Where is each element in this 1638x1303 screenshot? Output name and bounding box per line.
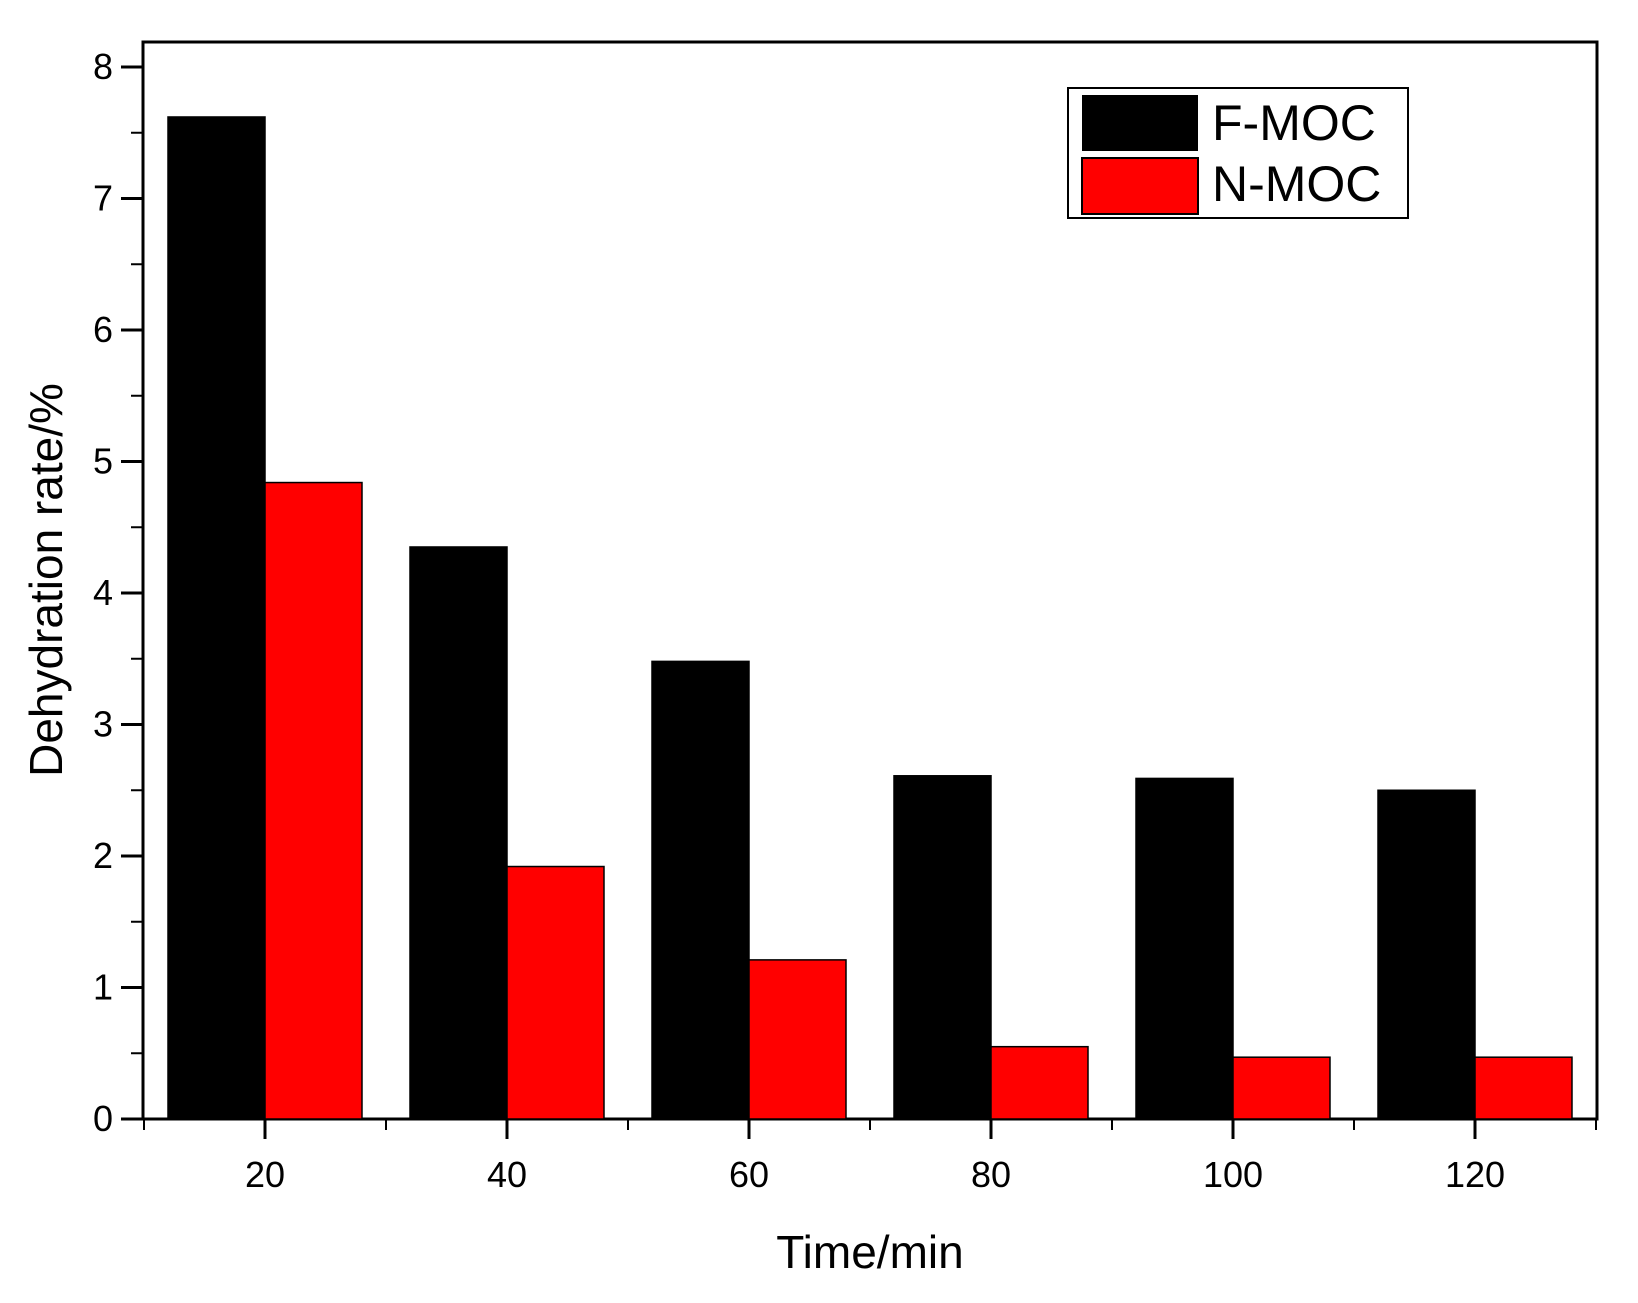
- legend: F-MOC N-MOC: [1067, 87, 1409, 219]
- bar-n-moc-40: [506, 865, 605, 1120]
- bar-n-moc-60: [748, 959, 847, 1120]
- x-tick-label: 60: [729, 1154, 769, 1195]
- y-tick-label: 6: [93, 309, 113, 350]
- y-tick-label: 3: [93, 704, 113, 745]
- bar-n-moc-20: [264, 481, 363, 1120]
- y-tick-label: 7: [93, 178, 113, 219]
- x-tick-label: 40: [487, 1154, 527, 1195]
- bar-n-moc-100: [1232, 1056, 1331, 1120]
- bar-f-moc-80: [893, 775, 992, 1120]
- x-tick-label: 120: [1445, 1154, 1505, 1195]
- x-axis: 20 40 60 80 100 120: [143, 1119, 1597, 1195]
- bar-f-moc-120: [1377, 789, 1476, 1120]
- y-tick-label: 4: [93, 572, 113, 613]
- legend-swatch-f-moc: [1082, 95, 1198, 151]
- bar-f-moc-20: [167, 116, 266, 1120]
- bar-f-moc-60: [651, 660, 750, 1120]
- y-tick-label: 5: [93, 441, 113, 482]
- y-tick-label: 2: [93, 835, 113, 876]
- bar-n-moc-80: [990, 1045, 1089, 1120]
- x-tick-label: 100: [1203, 1154, 1263, 1195]
- x-tick-label: 80: [971, 1154, 1011, 1195]
- y-axis: 0 1 2 3 4 5 6 7 8: [93, 46, 143, 1139]
- legend-swatch-n-moc: [1081, 157, 1199, 215]
- y-tick-label: 1: [93, 967, 113, 1008]
- x-tick-label: 20: [245, 1154, 285, 1195]
- bar-f-moc-40: [409, 546, 508, 1120]
- bar-f-moc-100: [1135, 777, 1234, 1120]
- legend-label-n-moc: N-MOC: [1212, 156, 1381, 212]
- x-axis-title: Time/min: [776, 1226, 963, 1278]
- y-tick-label: 8: [93, 46, 113, 87]
- bars-layer: [167, 116, 1573, 1120]
- bar-n-moc-120: [1474, 1056, 1573, 1120]
- y-axis-title: Dehydration rate/%: [20, 383, 72, 777]
- legend-label-f-moc: F-MOC: [1212, 95, 1376, 151]
- y-tick-label: 0: [93, 1098, 113, 1139]
